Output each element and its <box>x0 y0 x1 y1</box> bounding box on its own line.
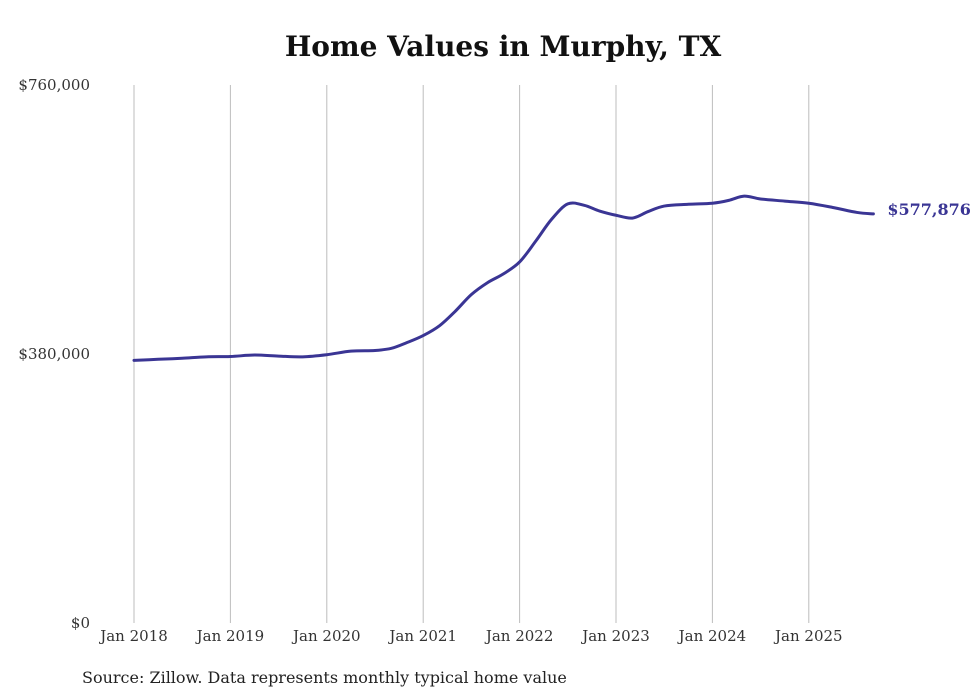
x-tick-label: Jan 2022 <box>484 627 554 645</box>
x-tick-label: Jan 2020 <box>291 627 361 645</box>
x-tick-label: Jan 2019 <box>195 627 265 645</box>
series-group: $577,876 <box>132 194 971 362</box>
grid-lines <box>133 85 810 623</box>
x-tick-label: Jan 2018 <box>98 627 168 645</box>
end-value-label: $577,876 <box>887 200 971 219</box>
x-tick-label: Jan 2024 <box>677 627 747 645</box>
y-tick-label: $0 <box>71 614 90 632</box>
y-tick-label: $760,000 <box>18 76 90 94</box>
x-axis-ticks: Jan 2018 Jan 2019 Jan 2020 Jan 2021 Jan 2022… <box>98 627 842 645</box>
y-tick-label: $380,000 <box>18 345 90 363</box>
x-tick-label: Jan 2025 <box>773 627 843 645</box>
series-line <box>132 194 875 362</box>
y-axis-ticks: $0 $380,000 $760,000 <box>18 76 90 632</box>
chart-title: Home Values in Murphy, TX <box>284 30 722 63</box>
source-note: Source: Zillow. Data represents monthly … <box>82 668 567 687</box>
x-tick-label: Jan 2021 <box>387 627 457 645</box>
x-tick-label: Jan 2023 <box>580 627 650 645</box>
